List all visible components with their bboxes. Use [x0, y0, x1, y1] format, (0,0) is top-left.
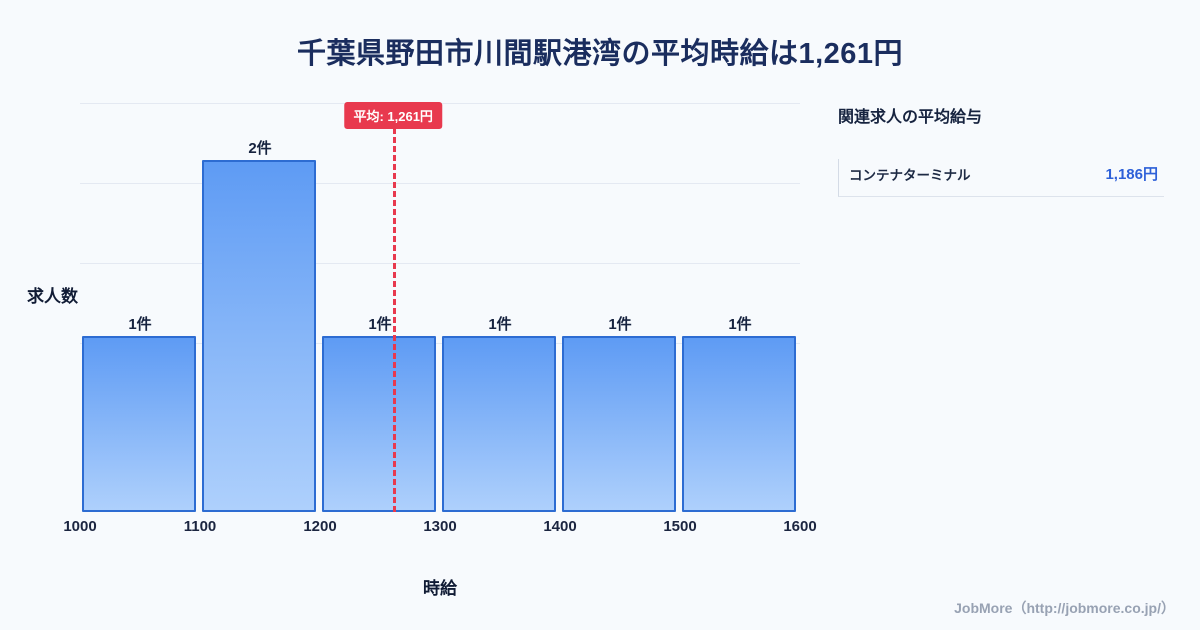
x-axis-label: 時給	[423, 579, 457, 598]
x-tick-label: 1200	[303, 518, 337, 535]
plot-area: 1件 2件 1件 1件 1件 1件 平均: 1,261円 1000 1100 1200 1300…	[63, 100, 817, 535]
related-job-label: コンテナターミナル	[849, 167, 971, 183]
related-job-value: 1,186円	[1105, 166, 1158, 183]
x-tick-label: 1600	[783, 518, 817, 535]
x-tick-label: 1400	[543, 518, 577, 535]
histogram-bar	[442, 336, 556, 512]
bar-count-label: 1件	[368, 316, 392, 333]
related-jobs-title: 関連求人の平均給与	[838, 109, 983, 126]
average-badge: 平均: 1,261円	[344, 102, 442, 129]
chart-title: 千葉県野田市川間駅港湾の平均時給は1,261円	[296, 38, 904, 70]
bar-count-label: 1件	[728, 316, 752, 333]
histogram-bar	[682, 336, 796, 512]
gridline	[80, 343, 800, 344]
histogram-bar	[322, 336, 436, 512]
histogram-bar	[82, 336, 196, 512]
related-jobs-panel: 関連求人の平均給与 コンテナターミナル 1,186円	[838, 103, 1164, 197]
bar-count-label: 1件	[488, 316, 512, 333]
gridline	[80, 263, 800, 264]
x-tick-label: 1300	[423, 518, 457, 535]
histogram-bar	[562, 336, 676, 512]
y-axis-label: 求人数	[27, 287, 78, 306]
x-tick-label: 1500	[663, 518, 697, 535]
credit-text: JobMore（http://jobmore.co.jp/）	[954, 600, 1175, 616]
x-tick-label: 1000	[63, 518, 97, 535]
gridline	[80, 183, 800, 184]
x-tick-label: 1100	[183, 518, 217, 535]
bar-count-label: 2件	[248, 140, 272, 157]
average-line	[393, 128, 397, 512]
bar-count-label: 1件	[128, 316, 152, 333]
related-job-row: コンテナターミナル 1,186円	[838, 159, 1164, 197]
bar-count-label: 1件	[608, 316, 632, 333]
histogram-bar	[202, 160, 316, 512]
